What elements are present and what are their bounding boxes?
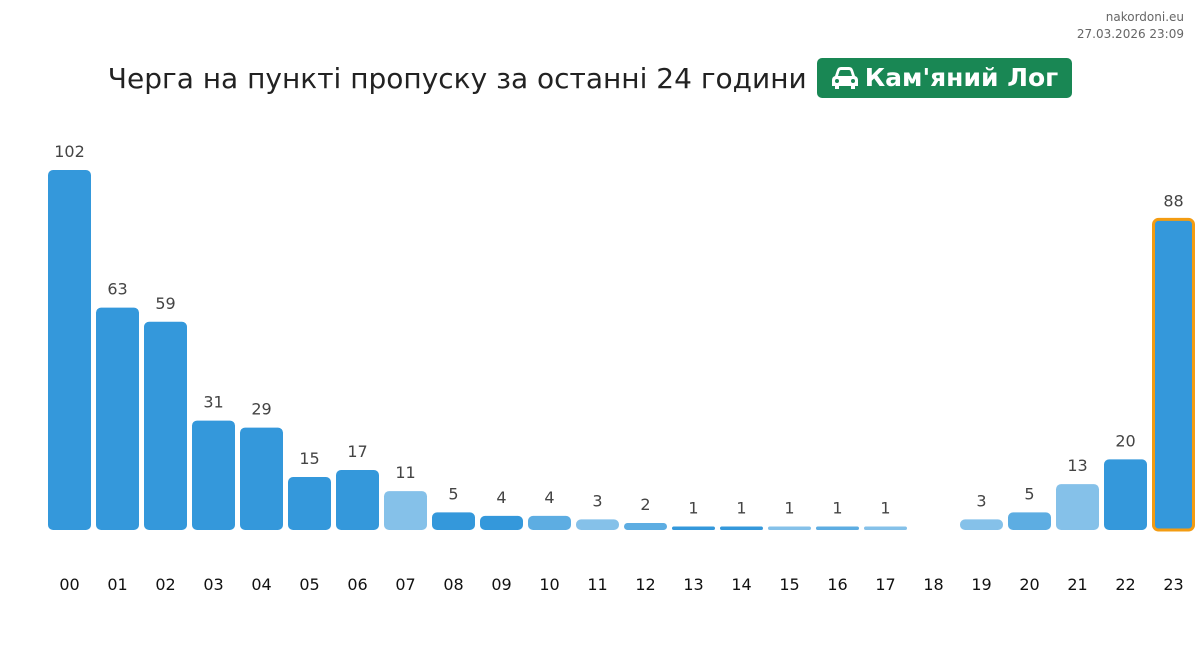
x-tick-label: 18 (923, 575, 943, 594)
x-tick-label: 23 (1163, 575, 1183, 594)
x-tick-label: 19 (971, 575, 991, 594)
data-label: 17 (347, 442, 367, 461)
data-label: 20 (1115, 431, 1135, 450)
bar (288, 477, 331, 530)
x-tick-label: 16 (827, 575, 847, 594)
data-label: 29 (251, 400, 271, 419)
data-label: 1 (832, 498, 842, 517)
bar (1008, 512, 1051, 530)
x-tick-label: 14 (731, 575, 751, 594)
data-label: 5 (448, 484, 458, 503)
bar (528, 515, 571, 530)
bar (576, 519, 619, 530)
badge-label: Кам'яний Лог (864, 63, 1059, 92)
data-label: 3 (592, 491, 602, 510)
x-tick-label: 21 (1067, 575, 1087, 594)
data-label: 2 (640, 495, 650, 514)
data-label: 1 (736, 498, 746, 517)
x-tick-label: 01 (107, 575, 127, 594)
x-tick-label: 10 (539, 575, 559, 594)
x-tick-label: 13 (683, 575, 703, 594)
data-label: 4 (544, 488, 554, 507)
data-label: 15 (299, 449, 319, 468)
bar (432, 512, 475, 530)
data-label: 1 (688, 498, 698, 517)
bar (480, 515, 523, 530)
x-tick-label: 03 (203, 575, 223, 594)
data-label: 13 (1067, 456, 1087, 475)
bar (1056, 484, 1099, 530)
data-label: 1 (880, 498, 890, 517)
bar (960, 519, 1003, 530)
bar (768, 526, 811, 530)
x-tick-label: 12 (635, 575, 655, 594)
site-name: nakordoni.eu (1105, 10, 1184, 24)
data-label: 11 (395, 463, 415, 482)
bar (864, 526, 907, 530)
x-tick-label: 05 (299, 575, 319, 594)
data-label: 31 (203, 393, 223, 412)
chart-header: Черга на пункті пропуску за останні 24 г… (0, 58, 1200, 98)
checkpoint-badge: Кам'яний Лог (816, 58, 1073, 98)
timestamp: 27.03.2026 23:09 (1076, 27, 1184, 41)
data-label: 5 (1024, 484, 1034, 503)
chart-title: Черга на пункті пропуску за останні 24 г… (107, 61, 807, 95)
bar (384, 491, 427, 530)
bar (816, 526, 859, 530)
x-tick-label: 15 (779, 575, 799, 594)
bar (624, 522, 667, 530)
x-tick-label: 06 (347, 575, 367, 594)
x-tick-label: 17 (875, 575, 895, 594)
x-tick-label: 08 (443, 575, 463, 594)
bar (720, 526, 763, 530)
bar (240, 427, 283, 530)
bar (48, 170, 91, 530)
x-tick-label: 00 (59, 575, 79, 594)
x-tick-label: 04 (251, 575, 271, 594)
data-label: 59 (155, 294, 175, 313)
x-tick-label: 09 (491, 575, 511, 594)
data-label: 63 (107, 280, 127, 299)
data-label: 102 (54, 142, 85, 161)
x-tick-label: 02 (155, 575, 175, 594)
x-tick-label: 22 (1115, 575, 1135, 594)
x-tick-label: 11 (587, 575, 607, 594)
bar (144, 321, 187, 530)
bar (192, 420, 235, 530)
bar (96, 307, 139, 530)
bar (1152, 217, 1195, 532)
site-info: nakordoni.eu 27.03.2026 23:09 (1077, 9, 1184, 43)
bar (672, 526, 715, 530)
x-tick-label: 20 (1019, 575, 1039, 594)
data-label: 4 (496, 488, 506, 507)
data-label: 88 (1163, 191, 1183, 210)
bar (336, 470, 379, 530)
data-label: 3 (976, 491, 986, 510)
bar (1104, 459, 1147, 530)
x-tick-label: 07 (395, 575, 415, 594)
car-icon (831, 66, 858, 89)
data-label: 1 (784, 498, 794, 517)
